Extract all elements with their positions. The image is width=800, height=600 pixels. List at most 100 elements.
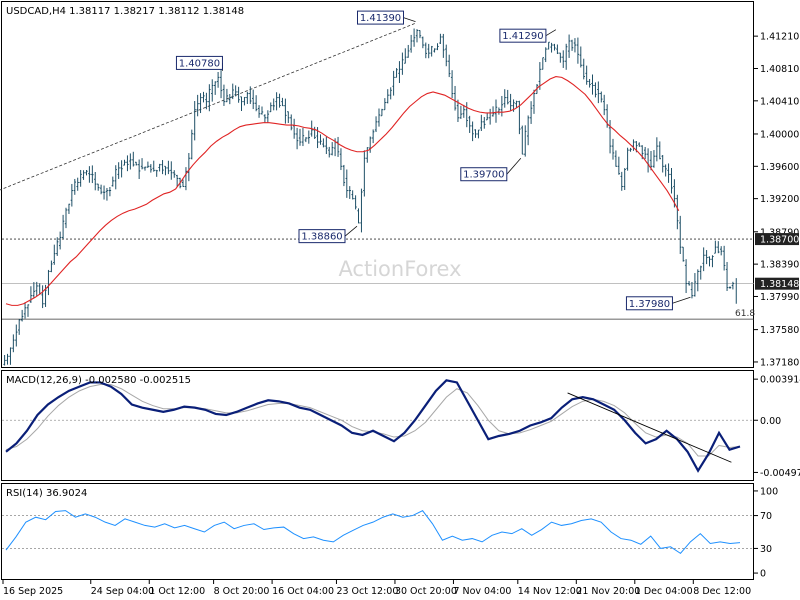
ohlc-bar (108, 187, 112, 197)
time-tick-label: 16 Sep 2025 (3, 586, 63, 597)
ohlc-bar (287, 111, 290, 124)
ohlc-bar (41, 285, 44, 309)
ohlc-bar (421, 36, 425, 49)
ohlc-bar (3, 354, 6, 366)
ohlc-bar (433, 48, 436, 53)
ohlc-bar (690, 281, 694, 299)
ohlc-bar (214, 81, 217, 95)
price-tick-label: 1.40000 (760, 129, 799, 140)
label-box (357, 10, 404, 25)
ohlc-bar (509, 93, 512, 112)
ohlc-bar (56, 237, 59, 256)
ohlc-bar (281, 97, 284, 107)
ohlc-bar (521, 125, 524, 155)
ohlc-bar (588, 78, 591, 88)
ohlc-bar (486, 112, 489, 121)
label-text: 1.38860 (301, 232, 342, 243)
ohlc-bar (436, 43, 439, 51)
ohlc-bar (187, 152, 191, 182)
ohlc-bar (427, 43, 430, 59)
ohlc-bar (579, 46, 582, 68)
label-box (175, 55, 223, 70)
ohlc-bar (99, 184, 103, 195)
ohlc-bar (129, 153, 132, 170)
ohlc-bar (617, 156, 621, 175)
moving-average-line (5, 76, 680, 306)
ohlc-bar (190, 129, 193, 160)
ohlc-bar (597, 81, 600, 104)
ohlc-bar (728, 286, 732, 289)
ohlc-bar (477, 129, 480, 139)
label-leader (344, 225, 358, 237)
label-leader (672, 296, 691, 304)
ohlc-bar (494, 99, 498, 123)
price-tag-text: 1.38700 (760, 235, 799, 246)
ohlc-bar (132, 151, 135, 167)
ohlc-bar (409, 34, 413, 53)
ohlc-bar (50, 260, 53, 273)
ohlc-bar (395, 68, 398, 78)
ohlc-bar (342, 164, 346, 187)
ohlc-bar (292, 118, 296, 139)
macd-panel: 0.003914 0.00 -0.00497 MACD(12,26,9) -0.00… (1, 370, 800, 481)
ohlc-bar (456, 99, 460, 122)
ohlc-bar (696, 269, 699, 292)
ohlc-bar (526, 115, 530, 146)
ohlc-bar (18, 319, 21, 335)
ohlc-bar (298, 128, 302, 146)
ohlc-bar (392, 70, 395, 96)
ohlc-bar (322, 138, 325, 148)
ohlc-bar (614, 150, 618, 167)
ohlc-bar (594, 82, 597, 98)
ohlc-bar (304, 137, 308, 143)
price-tick-label: 1.37990 (760, 292, 799, 303)
ohlc-bar (591, 74, 594, 95)
ohlc-bar (295, 127, 299, 150)
ohlc-bar (79, 169, 82, 187)
price-tag-box (755, 277, 799, 290)
ohlc-bar (506, 89, 509, 105)
ohlc-bar (222, 84, 226, 106)
ohlc-bar (184, 167, 188, 191)
ohlc-bar (97, 183, 100, 191)
ohlc-bar (643, 146, 647, 160)
ohlc-bar (152, 160, 155, 172)
label-box (298, 229, 346, 244)
ohlc-bar (424, 42, 427, 59)
ohlc-bar (611, 138, 615, 160)
ohlc-bar (366, 147, 369, 163)
label-box (460, 167, 508, 182)
ohlc-bar (237, 86, 240, 103)
ohlc-bar (284, 98, 287, 124)
time-tick-label: 24 Sep 04:00 (91, 586, 154, 597)
price-label-1.39700: 1.39700 (460, 157, 522, 182)
ohlc-bar (269, 102, 272, 113)
ohlc-bar (661, 154, 664, 173)
ohlc-bar (652, 150, 656, 168)
price-label-1.37980: 1.37980 (625, 296, 691, 311)
price-tick-label: 1.40810 (760, 64, 799, 75)
time-tick-label: 16 Oct 04:00 (272, 586, 334, 597)
ohlc-bar (345, 169, 348, 198)
macd-tick-label: 0.00 (760, 416, 781, 427)
ohlc-bar (658, 141, 661, 160)
price-label-1.41390: 1.41390 (357, 10, 416, 25)
ohlc-bar (102, 185, 106, 200)
ohlc-bar (480, 114, 483, 132)
ohlc-bar (208, 84, 211, 112)
ohlc-bar (149, 164, 153, 173)
ohlc-bar (544, 47, 547, 63)
ohlc-bar (585, 65, 588, 85)
ohlc-bar (556, 44, 559, 55)
ohlc-bar (418, 29, 422, 39)
ohlc-bar (442, 33, 445, 58)
ohlc-bar (263, 114, 267, 123)
ohlc-bar (626, 147, 629, 171)
ohlc-bar (529, 101, 533, 124)
ohlc-bar (278, 93, 281, 108)
ohlc-bar (126, 155, 129, 172)
ohlc-bar (374, 116, 378, 133)
ohlc-bar (541, 57, 544, 70)
ohlc-bar (35, 281, 38, 297)
ohlc-bar (515, 100, 518, 108)
